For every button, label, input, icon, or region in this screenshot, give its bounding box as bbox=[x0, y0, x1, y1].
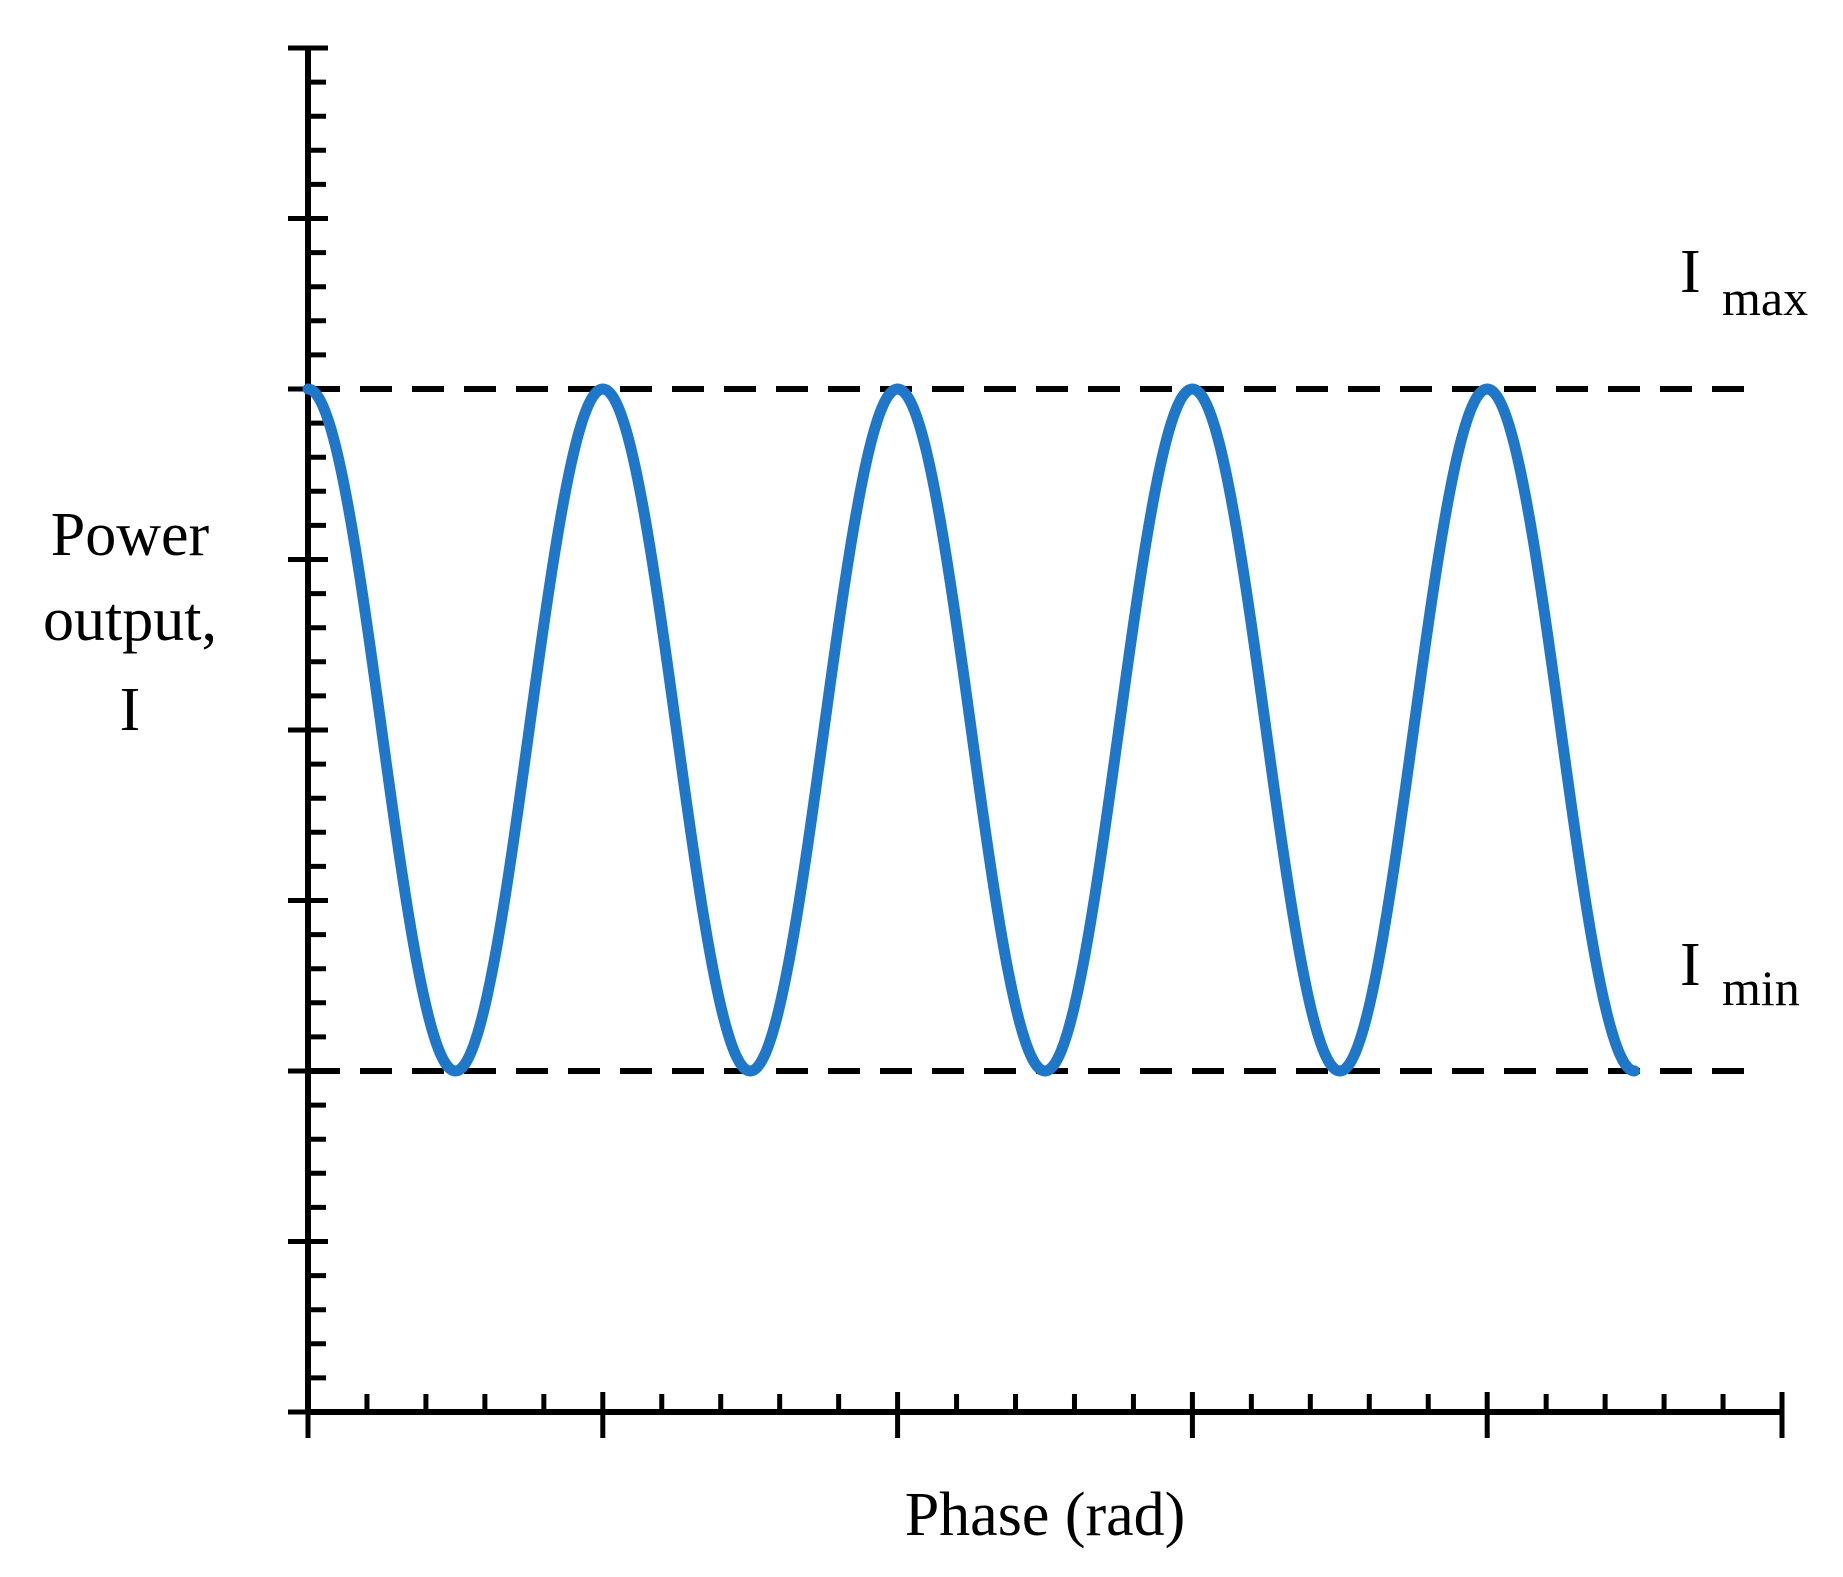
i-max-label: I max bbox=[1680, 238, 1808, 326]
power-output-curve bbox=[302, 383, 1641, 1077]
i-min-label: I min bbox=[1680, 931, 1800, 1016]
i-min-label-sub: min bbox=[1722, 960, 1800, 1016]
i-min-label-main: I bbox=[1680, 931, 1701, 999]
i-max-label-sub: max bbox=[1722, 270, 1808, 326]
reference-lines bbox=[308, 386, 1745, 1074]
y-axis-label-line-2: output, bbox=[43, 586, 217, 654]
y-axis-label-line-3: I bbox=[120, 676, 141, 744]
y-axis-label: Power output, I bbox=[43, 501, 217, 744]
y-axis-ticks bbox=[288, 45, 328, 1415]
x-axis-label: Phase (rad) bbox=[905, 1481, 1186, 1549]
i-max-label-main: I bbox=[1680, 238, 1701, 306]
y-axis-label-line-1: Power bbox=[51, 501, 210, 569]
x-axis-ticks bbox=[305, 1392, 1785, 1438]
